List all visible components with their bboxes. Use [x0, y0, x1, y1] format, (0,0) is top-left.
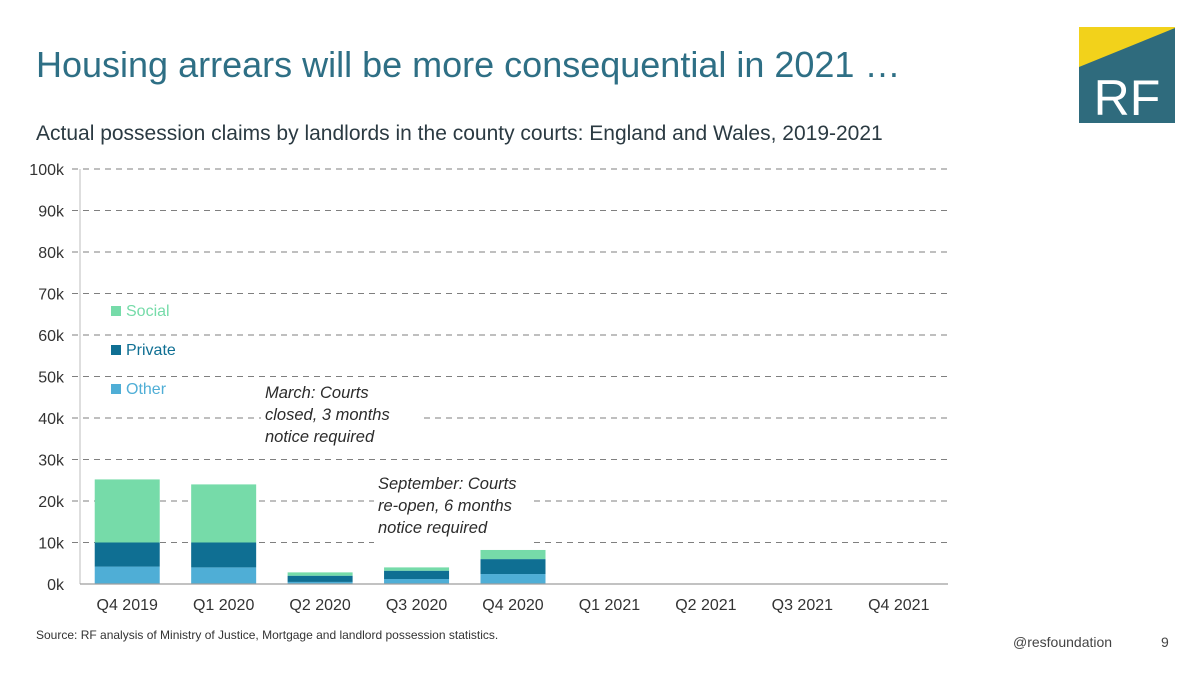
y-axis-ticks: 0k 10k 20k 30k 40k 50k 60k 70k 80k 90k 100k: [29, 162, 65, 594]
source-note: Source: RF analysis of Ministry of Justi…: [36, 628, 499, 642]
bar-social: [384, 567, 450, 571]
bar-other: [384, 579, 450, 584]
y-tick-label: 50k: [38, 370, 65, 387]
y-tick-label: 20k: [38, 494, 65, 511]
annotation-line: notice required: [378, 519, 488, 537]
bar-private: [287, 575, 353, 582]
y-tick-label: 40k: [38, 411, 65, 428]
annotations: March: Courts closed, 3 months notice requ…: [261, 380, 532, 543]
y-tick-label: 70k: [38, 287, 65, 304]
annotation-line: closed, 3 months: [265, 406, 390, 424]
legend-swatch: [111, 306, 121, 316]
page-number: 9: [1161, 634, 1169, 650]
x-tick-label: Q2 2020: [289, 597, 350, 614]
bar-private: [480, 559, 546, 575]
annotation-line: re-open, 6 months: [378, 497, 512, 515]
y-tick-label: 60k: [38, 328, 65, 345]
x-tick-label: Q3 2021: [772, 597, 833, 614]
legend-label: Social: [126, 303, 170, 320]
y-tick-label: 0k: [47, 577, 65, 594]
bar-social: [191, 484, 257, 543]
chart-subtitle: Actual possession claims by landlords in…: [36, 122, 883, 145]
y-tick-label: 90k: [38, 204, 65, 221]
social-handle: @resfoundation: [1013, 634, 1113, 650]
y-tick-label: 30k: [38, 453, 65, 470]
bar-other: [480, 574, 546, 584]
x-tick-label: Q3 2020: [386, 597, 447, 614]
annotation-background: [261, 380, 419, 452]
legend-swatch: [111, 384, 121, 394]
rf-logo: RF: [1079, 27, 1175, 123]
y-tick-label: 100k: [29, 162, 65, 179]
bar-private: [94, 542, 160, 567]
bar-other: [94, 566, 160, 584]
annotation-background: [374, 471, 532, 543]
y-tick-label: 10k: [38, 536, 65, 553]
annotation-line: March: Courts: [265, 384, 369, 402]
legend: Social Private Other: [111, 303, 176, 398]
x-tick-label: Q1 2021: [579, 597, 640, 614]
x-tick-label: Q1 2020: [193, 597, 254, 614]
bar-social: [480, 549, 546, 560]
x-tick-label: Q4 2019: [97, 597, 158, 614]
bars: [94, 479, 546, 584]
bar-private: [191, 542, 257, 568]
annotation-line: notice required: [265, 428, 375, 446]
x-tick-label: Q2 2021: [675, 597, 736, 614]
bar-social: [94, 479, 160, 543]
logo-accent: [1079, 27, 1175, 67]
y-tick-label: 80k: [38, 245, 65, 262]
legend-swatch: [111, 345, 121, 355]
x-tick-label: Q4 2021: [868, 597, 929, 614]
bar-social: [287, 572, 353, 576]
logo-text: RF: [1094, 70, 1161, 123]
x-tick-label: Q4 2020: [482, 597, 543, 614]
annotation-line: September: Courts: [378, 475, 516, 493]
legend-label: Private: [126, 342, 176, 359]
bar-other: [287, 581, 353, 584]
x-axis-ticks: Q4 2019 Q1 2020 Q2 2020 Q3 2020 Q4 2020 Q1 20…: [97, 597, 930, 614]
bar-private: [384, 570, 450, 580]
slide-title: Housing arrears will be more consequenti…: [36, 44, 901, 85]
legend-label: Other: [126, 381, 167, 398]
bar-other: [191, 567, 257, 584]
